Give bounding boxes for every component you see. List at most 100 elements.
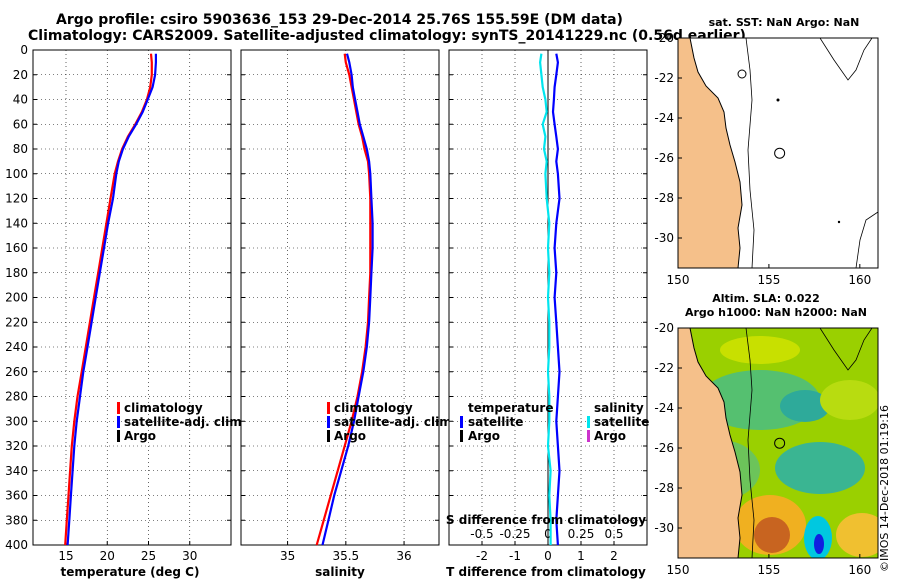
legend-salinity-title: salinity	[594, 401, 644, 415]
temperature-xlabel: temperature (deg C)	[61, 565, 200, 579]
depth-tick-label: 260	[5, 365, 28, 379]
legend-argo-swatch	[117, 430, 120, 442]
sla-anomaly	[814, 534, 824, 554]
figure-title-line2: Climatology: CARS2009. Satellite-adjuste…	[28, 28, 746, 44]
map-latitude-label: -30	[654, 231, 674, 245]
map-latitude-label: -22	[654, 361, 674, 375]
sla-map-title-line1: Altim. SLA: 0.022	[712, 292, 819, 305]
x-tick-label: 30	[182, 549, 197, 563]
map-longitude-label: 150	[667, 273, 690, 287]
map-latitude-label: -26	[654, 151, 674, 165]
x-tick-label: 15	[58, 549, 73, 563]
temperature-legend: climatology satellite-adj. clim. Argo	[117, 401, 246, 443]
salinity-series	[315, 53, 374, 546]
sla-map-tick-labels: 150 155 160 -20 -22 -24 -26 -28 -30	[654, 321, 871, 577]
x-tick-label-secondary: -0.25	[499, 527, 530, 541]
depth-tick-label: 80	[13, 142, 28, 156]
salinity-panel: 35 35.5 36 salinity climatology satellite-…	[240, 49, 456, 579]
sla-map-frame	[677, 327, 879, 559]
map-latitude-label: -28	[654, 481, 674, 495]
coastline	[678, 328, 743, 558]
depth-tick-label: 0	[20, 43, 28, 57]
depth-tick-label: 300	[5, 414, 28, 428]
legend-s-argo-label: Argo	[594, 429, 626, 443]
difference-tick-labels: -2 -1 0 1 2	[476, 549, 618, 563]
legend-climatology-label: climatology	[334, 401, 413, 415]
depth-tick-label: 200	[5, 291, 28, 305]
legend-t-satellite-swatch	[460, 416, 463, 428]
sla-anomaly	[720, 336, 800, 364]
x-tick-label-secondary: 0	[544, 527, 552, 541]
argo-profile-marker	[774, 147, 786, 159]
sla-map: Altim. SLA: 0.022 Argo h1000: NaN h2000:…	[654, 292, 879, 577]
depth-tick-label: 60	[13, 117, 28, 131]
map-latitude-label: -22	[654, 71, 674, 85]
sla-anomaly	[820, 380, 878, 420]
t-difference-xlabel: T difference from climatology	[446, 565, 646, 579]
legend-argo-label: Argo	[124, 429, 156, 443]
difference-legend: temperature satellite Argo salinity sate…	[460, 401, 649, 443]
coastline	[678, 38, 743, 268]
sst-map-title: sat. SST: NaN Argo: NaN	[709, 16, 860, 29]
x-tick-label: 36	[396, 549, 411, 563]
x-tick-label: 0	[544, 549, 552, 563]
land-mass	[678, 328, 742, 558]
x-tick-label: 35.5	[332, 549, 359, 563]
legend-climatology-swatch	[117, 402, 120, 414]
depth-tick-label: 220	[5, 315, 28, 329]
legend-s-satellite-swatch	[587, 416, 590, 428]
depth-tick-label: 40	[13, 93, 28, 107]
depth-tick-label: 20	[13, 68, 28, 82]
bathymetry-contour	[745, 328, 873, 558]
series-line-satellite-adj-clim-	[321, 53, 374, 546]
x-tick-label: 1	[577, 549, 585, 563]
sla-map-title-line2: Argo h1000: NaN h2000: NaN	[685, 306, 867, 319]
imos-credit: ©IMOS 14-Dec-2018 01:19:16	[878, 405, 891, 572]
argo-profile-marker	[774, 437, 786, 449]
depth-tick-label: 140	[5, 216, 28, 230]
island-marker	[737, 69, 747, 79]
x-tick-label: -2	[476, 549, 488, 563]
depth-tick-label: 120	[5, 192, 28, 206]
legend-t-argo-swatch	[460, 430, 463, 442]
sst-map-frame	[677, 37, 879, 269]
x-tick-label: 25	[141, 549, 156, 563]
salinity-grid	[241, 49, 439, 546]
salinity-difference-tick-labels: -0.5 -0.25 0 0.25 0.5	[470, 527, 623, 541]
s-difference-xlabel: S difference from climatology	[446, 513, 646, 527]
legend-satellite-label: satellite-adj. clim.	[334, 415, 456, 429]
sst-map-tick-labels: 150 155 160 -20 -22 -24 -26 -28 -30	[654, 31, 871, 287]
legend-temperature-title: temperature	[468, 401, 553, 415]
difference-panel: -2 -1 0 1 2 -0.5 -0.25 0 0.25 0.5 S difference f…	[446, 49, 649, 579]
sst-map: sat. SST: NaN Argo: NaN 150 155 160 -20 -22 -…	[654, 16, 879, 287]
map-longitude-label: 155	[757, 273, 780, 287]
legend-satellite-swatch	[117, 416, 120, 428]
sla-anomaly	[754, 517, 790, 553]
x-tick-label: 2	[610, 549, 618, 563]
map-latitude-label: -26	[654, 441, 674, 455]
temperature-tick-labels: 15 20 25 30	[58, 549, 197, 563]
x-tick-label: 35	[280, 549, 295, 563]
map-latitude-label: -30	[654, 521, 674, 535]
sla-anomaly	[775, 442, 865, 494]
map-longitude-label: 150	[667, 563, 690, 577]
depth-tick-label: 180	[5, 266, 28, 280]
temperature-panel: 0 20 40 60 80 100 120 140 160 180 200 220 240 260 280 3…	[5, 43, 246, 579]
x-tick-label-secondary: 0.25	[568, 527, 595, 541]
depth-tick-label: 100	[5, 167, 28, 181]
sla-anomaly	[780, 390, 830, 422]
depth-tick-label: 280	[5, 390, 28, 404]
legend-argo-label: Argo	[334, 429, 366, 443]
map-longitude-label: 160	[848, 273, 871, 287]
x-tick-label-secondary: -0.5	[470, 527, 493, 541]
difference-grid	[449, 49, 647, 546]
legend-t-argo-label: Argo	[468, 429, 500, 443]
depth-tick-label: 360	[5, 489, 28, 503]
map-latitude-label: -24	[654, 111, 674, 125]
depth-tick-label: 340	[5, 464, 28, 478]
figure-title-line1: Argo profile: csiro 5903636_153 29-Dec-2…	[56, 12, 623, 28]
depth-tick-label: 400	[5, 538, 28, 552]
series-line-temperature-satellite	[551, 53, 561, 546]
salinity-xlabel: salinity	[315, 565, 365, 579]
depth-tick-label: 320	[5, 439, 28, 453]
